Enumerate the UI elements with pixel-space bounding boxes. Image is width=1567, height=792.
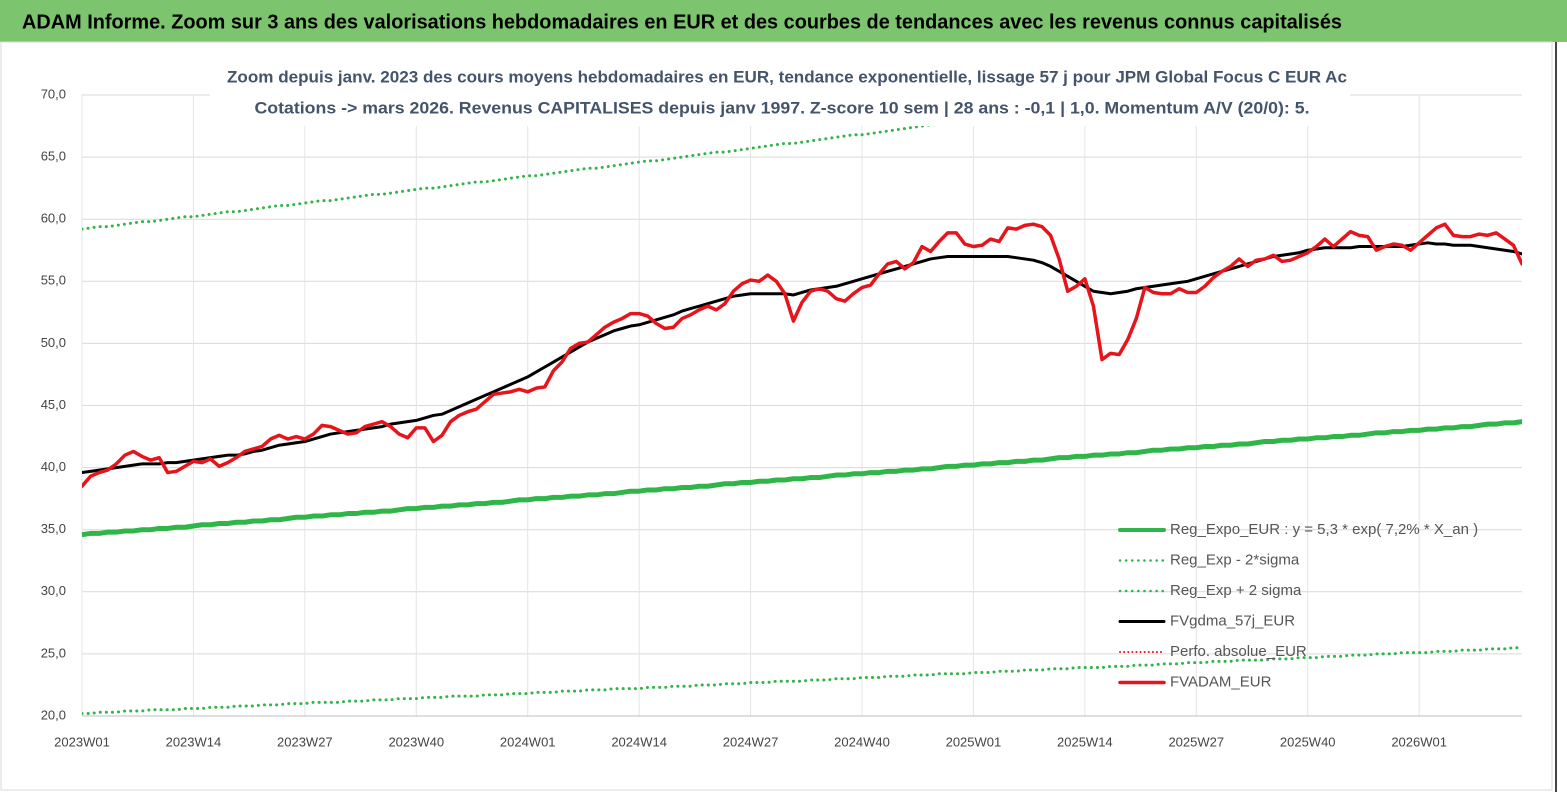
y-tick-label: 45,0	[41, 397, 66, 412]
legend: Reg_Expo_EUR : y = 5,3 * exp( 7,2% * X_a…	[1118, 521, 1478, 690]
legend-label: FVADAM_EUR	[1170, 673, 1272, 690]
y-tick-label: 40,0	[41, 459, 66, 474]
title-box	[210, 60, 1350, 126]
x-tick-label: 2025W27	[1168, 734, 1224, 749]
legend-label: Reg_Exp - 2*sigma	[1170, 551, 1300, 568]
x-tick-label: 2024W14	[611, 734, 667, 749]
x-tick-label: 2024W01	[500, 734, 556, 749]
x-tick-label: 2024W27	[723, 734, 779, 749]
legend-label: FVgdma_57j_EUR	[1170, 612, 1295, 629]
x-tick-label: 2024W40	[834, 734, 890, 749]
chart-frame	[0, 41, 1553, 791]
series-line	[82, 241, 1522, 475]
chart-subtitle: Cotations -> mars 2026. Revenus CAPITALI…	[255, 98, 1310, 117]
chart-title: Zoom depuis janv. 2023 des cours moyens …	[227, 67, 1347, 86]
plot-area	[82, 95, 1522, 716]
grid	[81, 94, 1522, 717]
y-tick-label: 35,0	[41, 521, 66, 536]
legend-label: Reg_Expo_EUR : y = 5,3 * exp( 7,2% * X_a…	[1170, 521, 1478, 538]
y-tick-label: 60,0	[41, 211, 66, 226]
series-line	[82, 419, 1522, 538]
x-tick-label: 2023W14	[166, 734, 222, 749]
axes: 20,0 25,0 30,0 35,0 40,0 45,0 50,0 55,0 60,0 65,0…	[41, 86, 1522, 749]
x-tick-label: 2025W01	[946, 734, 1002, 749]
y-tick-label: 70,0	[41, 86, 66, 101]
x-tick-label: 2025W40	[1280, 734, 1336, 749]
header-band	[0, 0, 1567, 42]
x-tick-label: 2023W27	[277, 734, 333, 749]
y-tick-label: 20,0	[41, 707, 66, 722]
y-tick-label: 30,0	[41, 583, 66, 598]
x-tick-label: 2026W01	[1391, 734, 1447, 749]
header-title: ADAM Informe. Zoom sur 3 ans des valoris…	[22, 11, 1342, 33]
x-tick-label: 2023W01	[54, 734, 110, 749]
legend-label: Perfo. absolue_EUR	[1170, 643, 1307, 660]
x-tick-label: 2023W40	[388, 734, 444, 749]
series-line	[82, 222, 1522, 488]
legend-label: Reg_Exp + 2 sigma	[1170, 582, 1302, 599]
x-tick-label: 2025W14	[1057, 734, 1113, 749]
y-tick-label: 50,0	[41, 335, 66, 350]
y-tick-label: 65,0	[41, 149, 66, 164]
y-tick-label: 25,0	[41, 645, 66, 660]
series-line	[82, 95, 1173, 231]
y-tick-label: 55,0	[41, 273, 66, 288]
